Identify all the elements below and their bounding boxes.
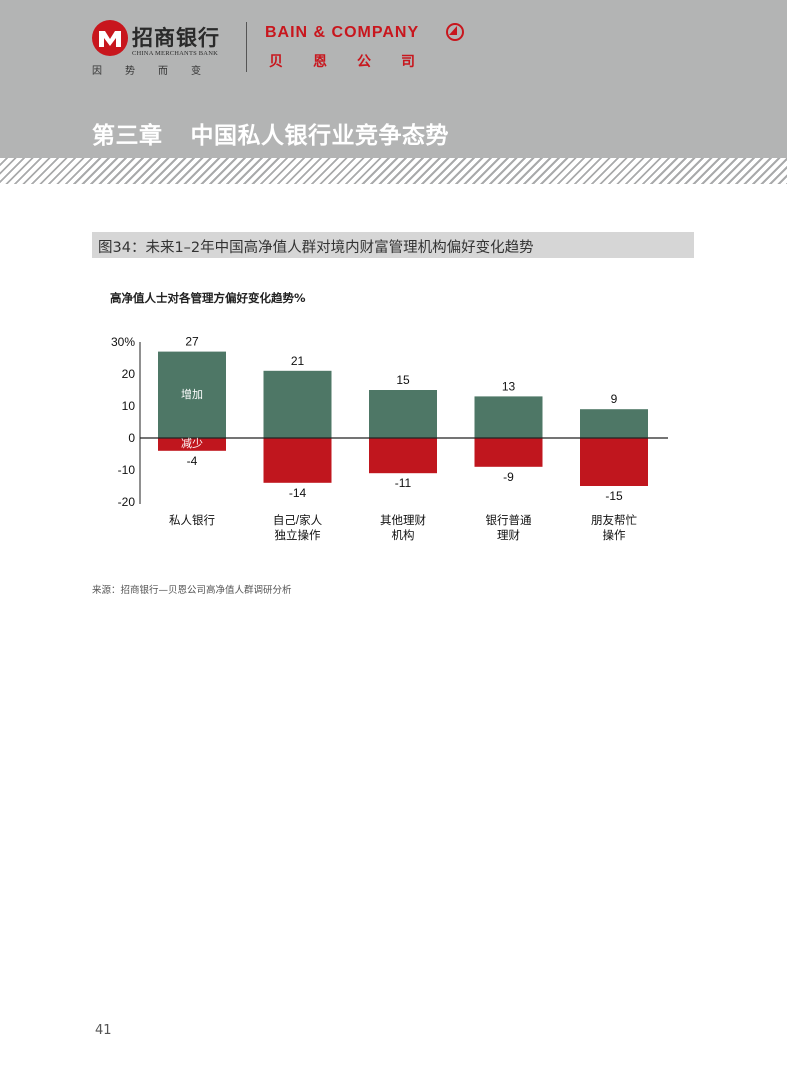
header-hatch-band — [0, 158, 787, 184]
chapter-number: 第三章 — [92, 123, 163, 149]
y-tick-label: 20 — [122, 367, 136, 381]
data-label-increase: 21 — [291, 354, 305, 368]
source-note: 来源：招商银行—贝恩公司高净值人群调研分析 — [92, 585, 292, 596]
data-label-decrease: -9 — [503, 470, 514, 484]
chapter-heading: 第三章 中国私人银行业竞争态势 — [92, 116, 449, 150]
y-tick-label: 0 — [128, 431, 135, 445]
bain-emblem-icon — [446, 23, 464, 41]
bar-increase — [474, 396, 543, 438]
bain-name: BAIN & COMPANY — [265, 24, 420, 41]
series-label-decrease: 减少 — [181, 437, 203, 450]
chart-title: 高净值人士对各管理方偏好变化趋势% — [110, 291, 306, 305]
bar-decrease — [263, 438, 332, 483]
data-label-increase: 15 — [396, 373, 410, 387]
chapter-title: 中国私人银行业竞争态势 — [190, 123, 449, 149]
data-label-increase: 13 — [502, 379, 516, 393]
cmb-slogan: 因势而变 — [92, 66, 224, 77]
x-category-label: 理财 — [497, 528, 520, 542]
data-label-decrease: -11 — [395, 476, 412, 490]
figure-caption: 图34：未来1–2年中国高净值人群对境内财富管理机构偏好变化趋势 — [98, 240, 534, 256]
y-tick-label: 10 — [122, 399, 136, 413]
figure-caption-bar: 图34：未来1–2年中国高净值人群对境内财富管理机构偏好变化趋势 — [92, 232, 694, 258]
cmb-emblem-icon — [92, 20, 128, 56]
logo-divider — [246, 22, 247, 72]
bar-decrease — [474, 438, 543, 467]
x-category-label: 其他理财 — [380, 513, 426, 527]
data-label-decrease: -14 — [289, 486, 307, 500]
x-category-label: 朋友帮忙 — [591, 513, 637, 527]
bar-decrease — [369, 438, 437, 474]
series-label-increase: 增加 — [181, 387, 203, 401]
y-tick-label: 30% — [111, 335, 135, 349]
x-category-label: 操作 — [603, 528, 626, 542]
bar-increase — [580, 409, 648, 438]
data-label-decrease: -4 — [187, 454, 198, 468]
cmb-logo: 招商银行 CHINA MERCHANTS BANK 因势而变 — [92, 20, 242, 77]
page-number: 41 — [95, 1023, 112, 1038]
data-label-increase: 27 — [185, 335, 199, 349]
bar-increase — [369, 390, 437, 438]
bar-decrease — [158, 438, 226, 451]
cmb-name-en: CHINA MERCHANTS BANK — [132, 50, 218, 57]
bain-name-cn: 贝恩公司 — [269, 54, 445, 70]
y-tick-label: -10 — [118, 463, 136, 477]
bain-logo: BAIN & COMPANY 贝恩公司 — [265, 23, 485, 74]
page-header: 招商银行 CHINA MERCHANTS BANK 因势而变 BAIN & CO… — [0, 0, 787, 158]
y-tick-label: -20 — [118, 495, 136, 509]
x-category-label: 私人银行 — [169, 513, 215, 527]
x-category-label: 银行普通 — [486, 513, 532, 527]
cmb-name: 招商银行 — [132, 25, 220, 50]
x-category-label: 独立操作 — [275, 528, 321, 542]
data-label-increase: 9 — [611, 392, 618, 406]
bar-increase — [263, 370, 332, 438]
x-category-label: 机构 — [392, 528, 415, 542]
x-category-label: 自己/家人 — [273, 513, 323, 527]
bar-decrease — [580, 438, 648, 486]
bar-increase — [158, 351, 226, 438]
data-label-decrease: -15 — [605, 489, 623, 503]
